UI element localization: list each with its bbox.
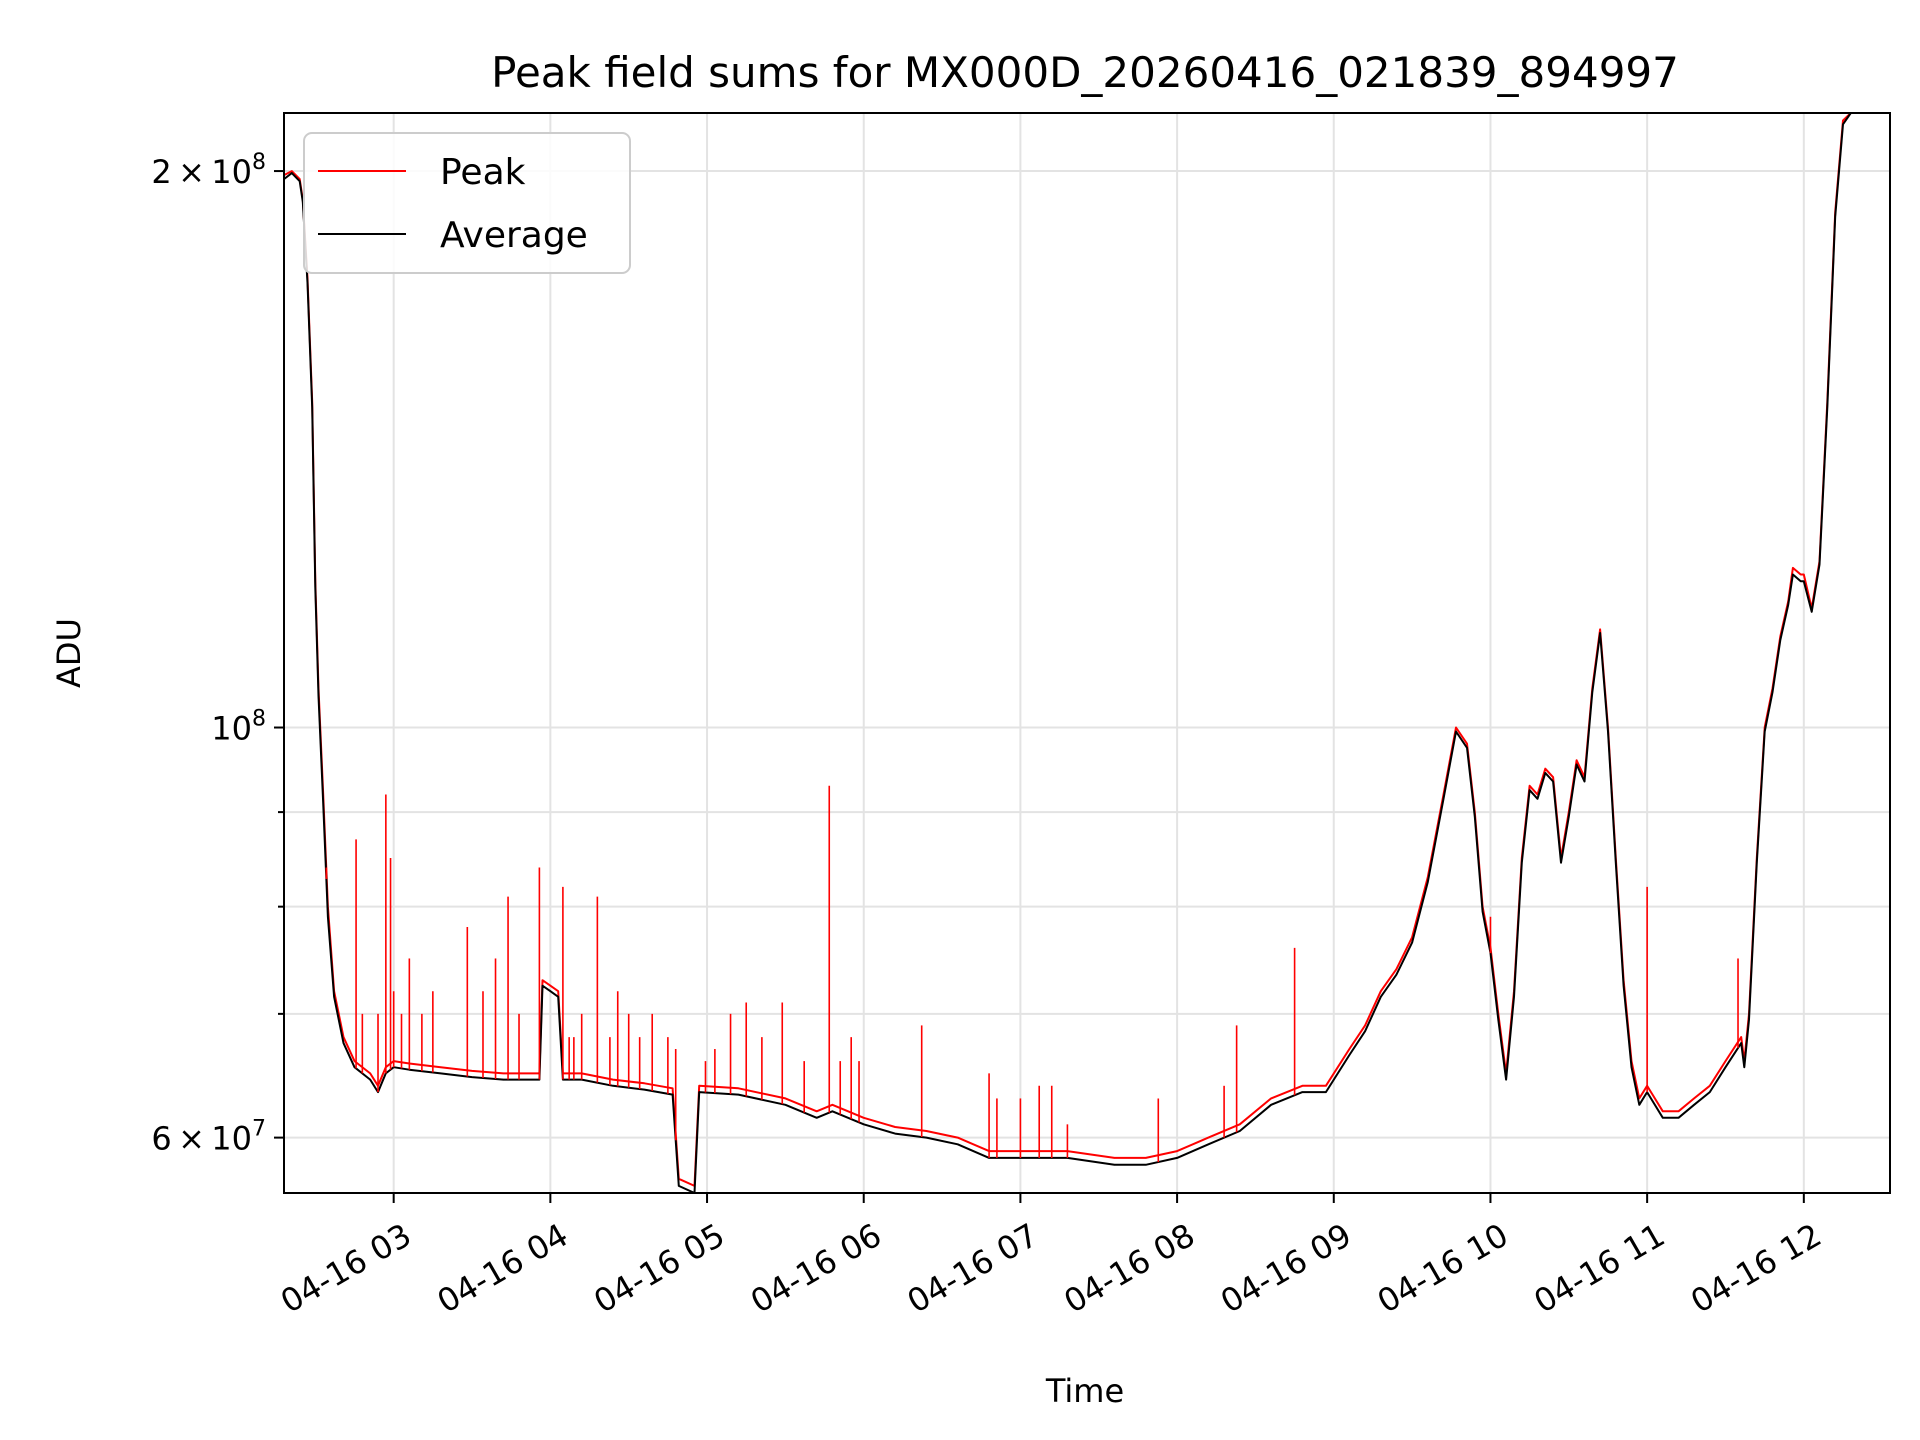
y-tick-label: 108 xyxy=(211,707,266,748)
series-line-peak xyxy=(284,113,1852,1187)
series-line-average xyxy=(284,113,1852,1193)
grid-lines xyxy=(284,113,1890,1193)
plot-frame xyxy=(283,112,1891,1194)
series-layer xyxy=(284,113,1852,1193)
x-axis-label: Time xyxy=(1045,1372,1124,1410)
y-axis-label: ADU xyxy=(50,618,88,688)
legend-label-average: Average xyxy=(440,215,588,256)
legend-box xyxy=(303,132,631,274)
legend: Peak Average xyxy=(303,132,631,274)
y-tick-label: 2 × 108 xyxy=(151,150,266,191)
y-tick-label: 6 × 107 xyxy=(151,1117,266,1158)
legend-label-peak: Peak xyxy=(440,152,526,193)
chart-title: Peak field sums for MX000D_20260416_0218… xyxy=(491,48,1679,97)
